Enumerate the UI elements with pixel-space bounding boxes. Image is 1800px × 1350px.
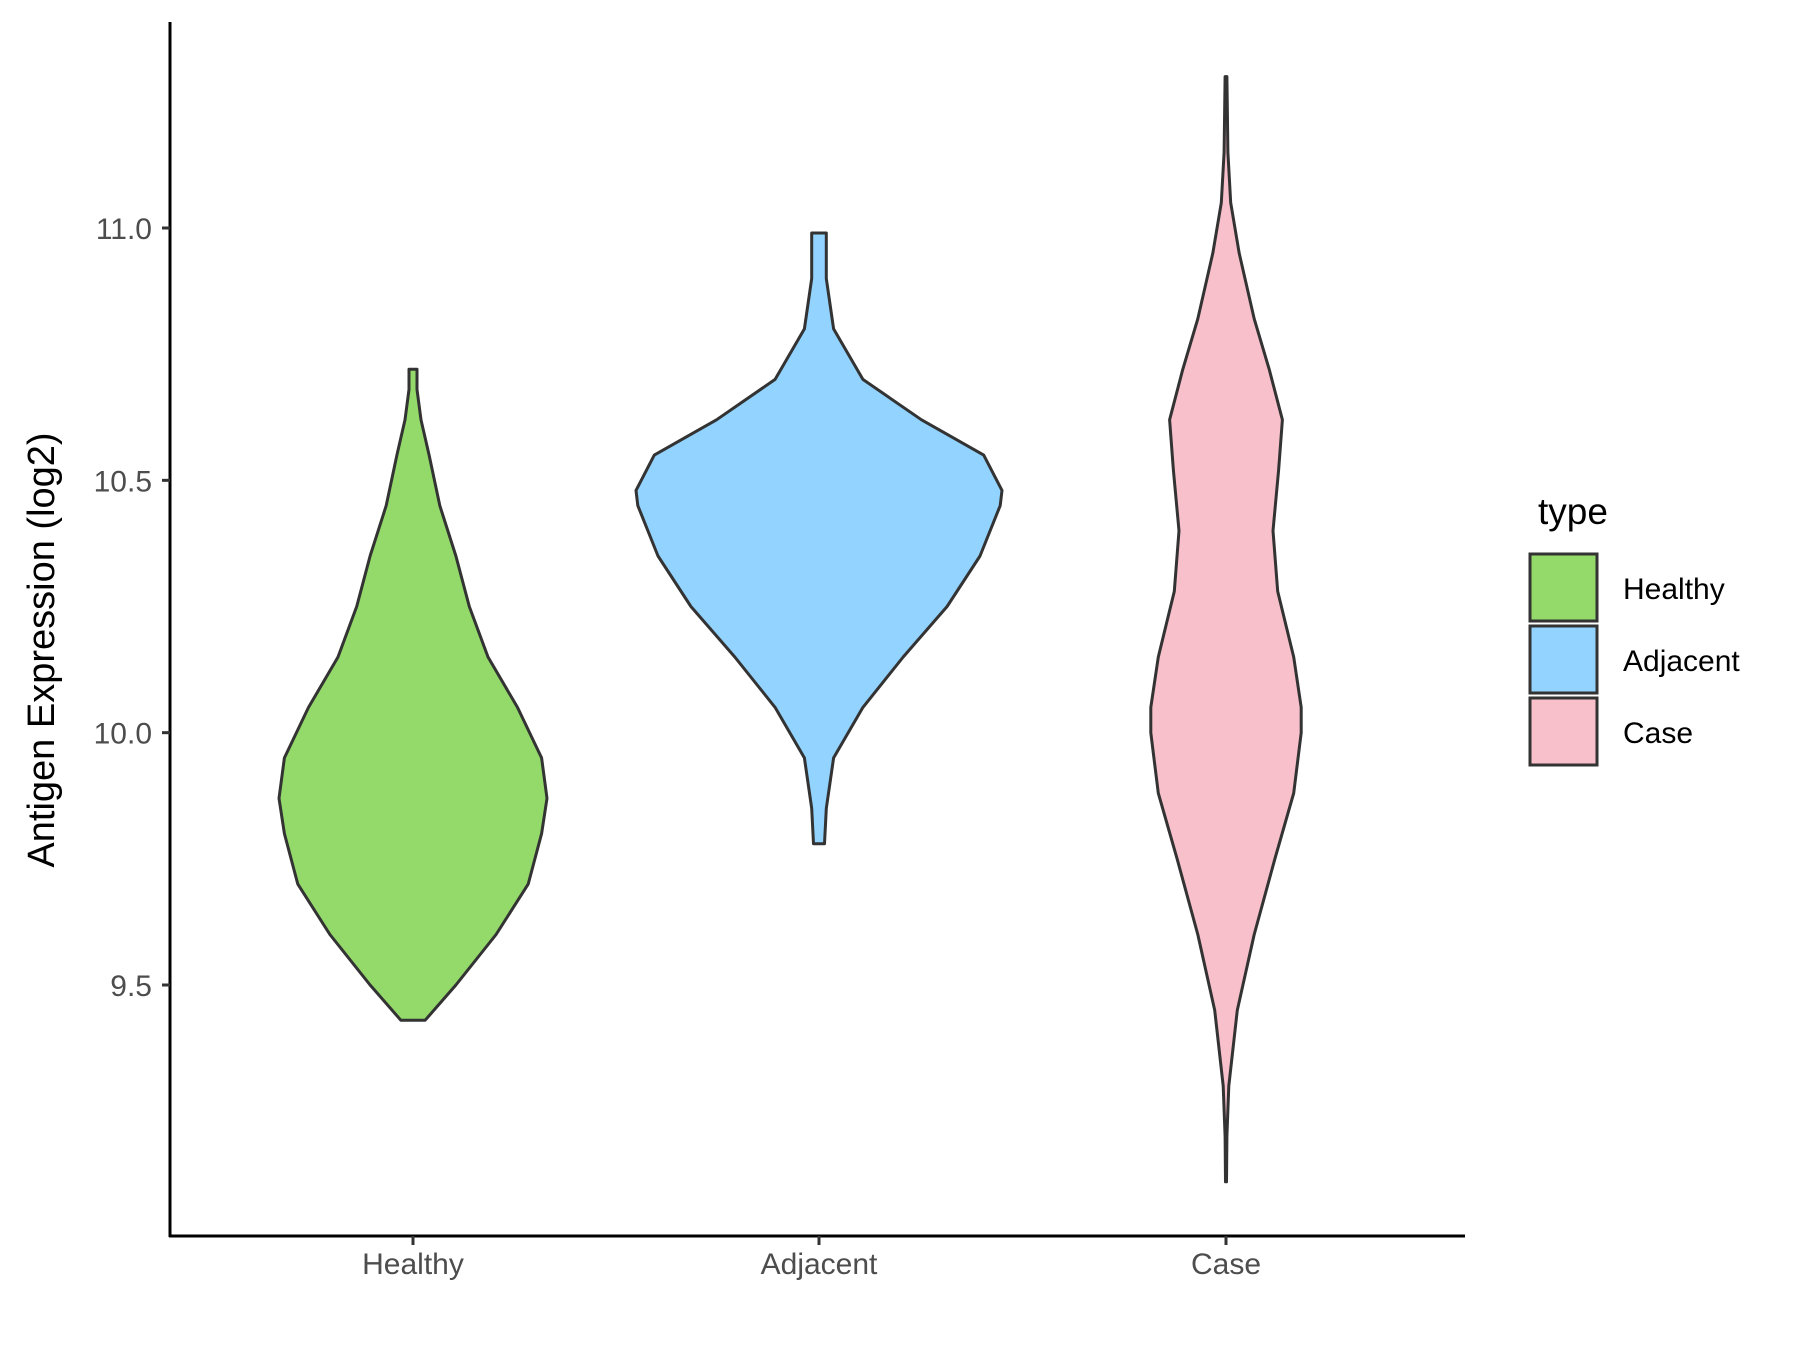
legend-label-case: Case [1623, 717, 1693, 750]
legend-swatch-healthy [1528, 552, 1599, 623]
legend: type Healthy Adjacent Case [1528, 491, 1740, 767]
violin-case [1149, 75, 1303, 1184]
x-tick-label: Adjacent [761, 1248, 878, 1281]
violin-adjacent [634, 231, 1004, 846]
violin-healthy [277, 367, 549, 1022]
legend-label-healthy: Healthy [1623, 573, 1725, 606]
y-tick-label: 11.0 [96, 213, 152, 246]
y-tick-label: 10.5 [94, 465, 152, 498]
x-tick-label: Healthy [362, 1248, 464, 1281]
x-ticks: Healthy Adjacent Case [362, 1236, 1261, 1281]
y-tick-label: 9.5 [110, 970, 152, 1003]
legend-swatch-adjacent [1528, 624, 1599, 695]
y-axis-title: Antigen Expression (log2) [21, 432, 63, 867]
violins-layer [277, 75, 1303, 1184]
y-tick-label: 10.0 [94, 718, 152, 751]
legend-swatch-case [1528, 696, 1599, 767]
y-ticks: 9.5 10.0 10.5 11.0 [94, 213, 170, 1003]
x-tick-label: Case [1191, 1248, 1261, 1281]
legend-title: type [1538, 491, 1608, 532]
legend-label-adjacent: Adjacent [1623, 645, 1740, 678]
